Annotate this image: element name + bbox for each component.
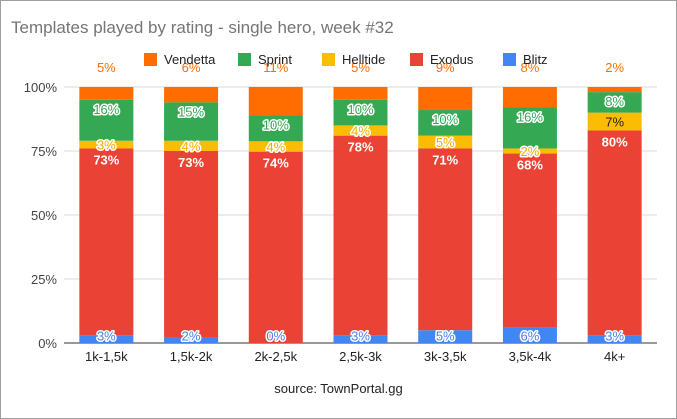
y-tick-label: 75% <box>31 144 57 159</box>
y-tick-label: 0% <box>38 336 57 351</box>
y-tick-label: 50% <box>31 208 57 223</box>
x-tick-label: 3k-3,5k <box>424 349 467 364</box>
bar-segment-sprint <box>164 102 219 141</box>
data-label-blitz: 2% <box>182 328 201 343</box>
bar-segment-helltide <box>418 135 473 149</box>
bar-segment-helltide <box>79 140 134 149</box>
bar-segment-blitz <box>587 335 642 343</box>
x-tick-label: 2k-2,5k <box>254 349 297 364</box>
bar-segment-vendetta <box>79 87 134 100</box>
bar-segment-vendetta <box>164 87 219 103</box>
data-label-exodus: 74% <box>263 156 289 171</box>
bar-segment-sprint <box>502 107 557 149</box>
data-label-exodus: 68% <box>517 158 543 173</box>
bar-segment-vendetta <box>418 87 473 111</box>
data-label-sprint: 15% <box>178 104 204 119</box>
x-tick-label: 3,5k-4k <box>509 349 552 364</box>
bar-segment-blitz <box>79 335 134 343</box>
data-label-sprint: 10% <box>432 112 458 127</box>
bar-segment-exodus <box>418 148 473 331</box>
data-label-helltide: 4% <box>182 139 201 154</box>
bar-segment-blitz <box>502 327 557 343</box>
x-tick-label: 2,5k-3k <box>339 349 382 364</box>
legend-label-helltide: Helltide <box>342 52 385 67</box>
y-tick-label: 25% <box>31 272 57 287</box>
data-label-vendetta: 8% <box>521 60 540 75</box>
legend-label-vendetta: Vendetta <box>164 52 216 67</box>
data-label-helltide: 5% <box>436 135 455 150</box>
data-label-exodus: 78% <box>347 140 373 155</box>
data-label-blitz: 3% <box>97 328 116 343</box>
bar-segment-helltide <box>587 112 642 131</box>
bar-segment-blitz <box>418 330 473 343</box>
bar-segment-exodus <box>79 148 134 336</box>
legend-swatch-vendetta <box>144 53 157 66</box>
data-label-blitz: 3% <box>605 328 624 343</box>
data-label-blitz: 0% <box>266 328 285 343</box>
bar-segment-blitz <box>333 335 388 343</box>
bar-segment-exodus <box>164 151 219 338</box>
legend-label-exodus: Exodus <box>430 52 474 67</box>
data-label-vendetta: 11% <box>263 60 288 75</box>
bar-segment-exodus <box>248 151 303 343</box>
data-label-vendetta: 9% <box>436 60 455 75</box>
bar-segment-exodus <box>333 135 388 336</box>
x-tick-label: 4k+ <box>604 349 625 364</box>
data-label-helltide: 4% <box>351 124 370 139</box>
x-tick-label: 1k-1,5k <box>85 349 128 364</box>
bar-segment-exodus <box>587 130 642 336</box>
data-label-helltide: 2% <box>521 144 540 159</box>
data-label-helltide: 4% <box>266 139 285 154</box>
legend-swatch-exodus <box>410 53 423 66</box>
data-label-vendetta: 6% <box>182 60 201 75</box>
data-label-sprint: 10% <box>263 117 289 132</box>
data-label-sprint: 8% <box>605 94 624 109</box>
x-tick-label: 1,5k-2k <box>170 349 213 364</box>
data-label-exodus: 73% <box>178 155 204 170</box>
data-label-vendetta: 5% <box>97 60 116 75</box>
data-label-sprint: 10% <box>347 102 373 117</box>
bar-segment-blitz <box>164 337 219 343</box>
bar-segment-exodus <box>502 153 557 328</box>
legend-label-sprint: Sprint <box>258 52 292 67</box>
data-label-vendetta: 2% <box>605 60 624 75</box>
bar-segment-sprint <box>587 92 642 113</box>
bar-segment-vendetta <box>248 87 303 116</box>
legend-label-blitz: Blitz <box>523 52 548 67</box>
data-label-exodus: 73% <box>93 152 119 167</box>
legend-swatch-sprint <box>238 53 251 66</box>
data-label-vendetta: 5% <box>351 60 370 75</box>
bar-segment-sprint <box>333 99 388 126</box>
bar-segment-vendetta <box>333 87 388 100</box>
bar-segment-helltide <box>248 141 303 152</box>
data-label-blitz: 5% <box>436 328 455 343</box>
data-label-sprint: 16% <box>93 102 119 117</box>
bar-segment-helltide <box>333 125 388 136</box>
legend-swatch-blitz <box>503 53 516 66</box>
data-label-exodus: 71% <box>432 152 458 167</box>
bar-segment-vendetta <box>502 87 557 108</box>
bar-segment-helltide <box>502 148 557 154</box>
data-label-blitz: 6% <box>521 328 540 343</box>
data-label-helltide: 7% <box>605 115 624 130</box>
bar-segment-helltide <box>164 140 219 151</box>
legend-swatch-helltide <box>322 53 335 66</box>
data-label-blitz: 3% <box>351 328 370 343</box>
y-tick-label: 100% <box>24 80 58 95</box>
data-label-exodus: 80% <box>602 135 628 150</box>
data-label-sprint: 16% <box>517 109 543 124</box>
bar-segment-sprint <box>418 110 473 136</box>
bar-segment-sprint <box>79 99 134 141</box>
chart-title: Templates played by rating - single hero… <box>11 18 394 37</box>
data-label-helltide: 3% <box>97 138 116 153</box>
bar-segment-vendetta <box>587 87 642 93</box>
bar-segment-sprint <box>248 115 303 142</box>
chart-source: source: TownPortal.gg <box>274 381 403 396</box>
